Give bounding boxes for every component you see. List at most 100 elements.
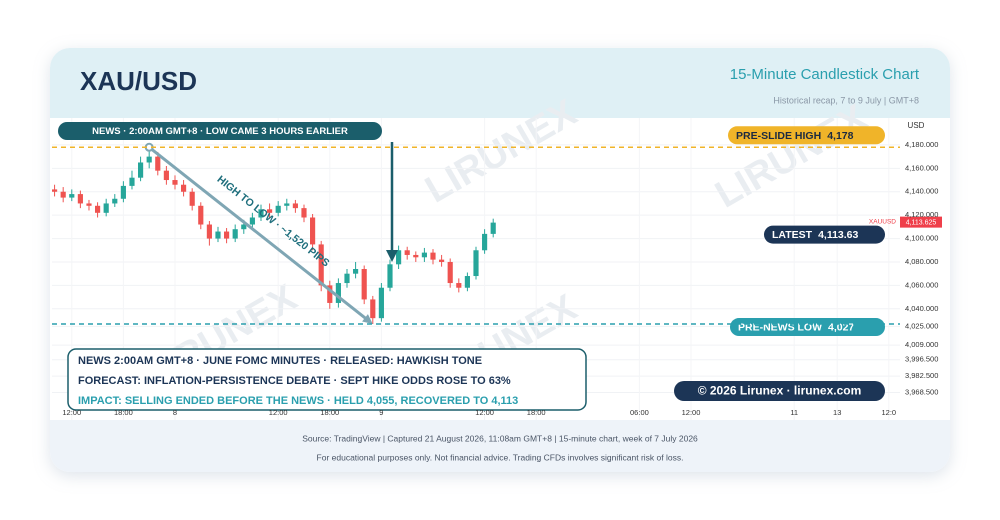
candle-body bbox=[258, 209, 264, 218]
candle-body bbox=[249, 217, 255, 225]
disclaimer: For educational purposes only. Not finan… bbox=[317, 452, 684, 462]
y-tick-label: 3,996.500 bbox=[905, 355, 938, 364]
candle-body bbox=[129, 177, 135, 186]
candle-body bbox=[430, 252, 436, 260]
y-tick-label: 4,180.000 bbox=[905, 140, 938, 149]
candle-body bbox=[292, 203, 298, 209]
level-label: PRE-NEWS LOW 4,027 bbox=[738, 321, 854, 333]
x-tick-label: 12:0 bbox=[882, 408, 897, 417]
candle-body bbox=[181, 184, 187, 192]
move-head bbox=[362, 314, 373, 325]
y-tick-label: 3,968.500 bbox=[905, 387, 938, 396]
candle-body bbox=[335, 283, 341, 303]
candle-body bbox=[120, 185, 126, 199]
copyright: © 2026 Lirunex · lirunex.com bbox=[698, 384, 862, 398]
y-tick-label: 3,982.500 bbox=[905, 371, 938, 380]
y-tick-label: 4,040.000 bbox=[905, 304, 938, 313]
candle-body bbox=[224, 231, 230, 239]
candle-body bbox=[275, 205, 281, 213]
recap: Historical recap, 7 to 9 July | GMT+8 bbox=[773, 95, 919, 105]
copyright-bg bbox=[674, 381, 885, 401]
candle-body bbox=[310, 217, 316, 245]
source: Source: TradingView | Captured 21 August… bbox=[302, 433, 698, 443]
candle-body bbox=[95, 205, 101, 213]
title: XAU/USD bbox=[80, 66, 197, 96]
candle-body bbox=[473, 250, 479, 277]
x-tick-label: 12:00 bbox=[475, 408, 494, 417]
candle-body bbox=[404, 250, 410, 255]
candle-body bbox=[172, 180, 178, 185]
news-arrow-head bbox=[386, 250, 398, 262]
y-tick-label: 4,140.000 bbox=[905, 187, 938, 196]
candle-body bbox=[353, 269, 359, 274]
candle-body bbox=[215, 231, 221, 239]
x-tick-label: 12:00 bbox=[682, 408, 701, 417]
x-tick-label: 06:00 bbox=[630, 408, 649, 417]
level-pill bbox=[728, 126, 885, 145]
price-tag-symbol: XAUUSD bbox=[869, 218, 896, 225]
latest-pill bbox=[764, 225, 885, 244]
candle-body bbox=[490, 222, 496, 234]
level-value: 4,178 bbox=[827, 130, 853, 142]
y-tick-label: 4,025.000 bbox=[905, 321, 938, 330]
y-axis-label: USD bbox=[908, 121, 925, 130]
candle-body bbox=[198, 205, 204, 225]
level-name: PRE-SLIDE HIGH bbox=[736, 130, 821, 142]
candle-body bbox=[421, 252, 427, 258]
level-name: PRE-NEWS LOW bbox=[738, 321, 822, 333]
candle-body bbox=[361, 269, 367, 300]
candle-body bbox=[206, 224, 212, 239]
price-tag: 4,113.625 bbox=[906, 219, 937, 226]
move-arrow bbox=[148, 146, 368, 321]
candle-body bbox=[378, 287, 384, 319]
candle-body bbox=[146, 156, 152, 163]
candle-body bbox=[103, 203, 109, 213]
note-line: IMPACT: SELLING ENDED BEFORE THE NEWS · … bbox=[78, 395, 518, 407]
candle-body bbox=[396, 250, 402, 265]
x-tick-label: 18:00 bbox=[320, 408, 339, 417]
notes-box bbox=[67, 348, 587, 411]
candle-body bbox=[284, 203, 290, 206]
note-line: NEWS 2:00AM GMT+8 · JUNE FOMC MINUTES · … bbox=[78, 355, 482, 367]
x-tick-label: 18:00 bbox=[114, 408, 133, 417]
latest-name: LATEST bbox=[772, 229, 813, 241]
x-tick-label: 12:00 bbox=[269, 408, 288, 417]
subtitle: 15-Minute Candlestick Chart bbox=[730, 66, 920, 83]
candle-body bbox=[52, 189, 58, 192]
candle-body bbox=[69, 194, 75, 198]
news-badge-bg bbox=[58, 122, 382, 140]
header-band bbox=[50, 48, 950, 118]
x-tick-label: 8 bbox=[173, 408, 177, 417]
candle-body bbox=[370, 299, 376, 319]
candle-body bbox=[301, 208, 307, 218]
x-tick-label: 11 bbox=[790, 408, 798, 417]
candle-body bbox=[482, 233, 488, 251]
candle-body bbox=[163, 170, 169, 181]
level-pill bbox=[730, 318, 885, 337]
level-value: 4,027 bbox=[828, 321, 854, 333]
candle-body bbox=[447, 261, 453, 284]
y-tick-label: 4,160.000 bbox=[905, 163, 938, 172]
y-tick-label: 4,100.000 bbox=[905, 234, 938, 243]
candle-body bbox=[77, 194, 83, 204]
x-tick-label: 9 bbox=[379, 408, 383, 417]
candle-body bbox=[318, 244, 324, 286]
candle-body bbox=[86, 203, 92, 206]
news-badge: NEWS · 2:00AM GMT+8 · LOW CAME 3 HOURS E… bbox=[92, 126, 348, 137]
candle-body bbox=[232, 229, 238, 239]
latest-label: LATEST 4,113.63 bbox=[772, 229, 859, 241]
candle-body bbox=[413, 254, 419, 258]
y-tick-label: 4,060.000 bbox=[905, 280, 938, 289]
y-tick-label: 4,080.000 bbox=[905, 257, 938, 266]
price-tag-bg bbox=[900, 216, 942, 228]
y-tick-label: 4,120.000 bbox=[905, 210, 938, 219]
x-tick-label: 12:00 bbox=[62, 408, 81, 417]
card-content bbox=[50, 48, 950, 472]
candle-body bbox=[344, 273, 350, 284]
y-tick-label: 4,009.000 bbox=[905, 340, 938, 349]
candle-body bbox=[155, 156, 161, 171]
candle-body bbox=[189, 191, 195, 206]
